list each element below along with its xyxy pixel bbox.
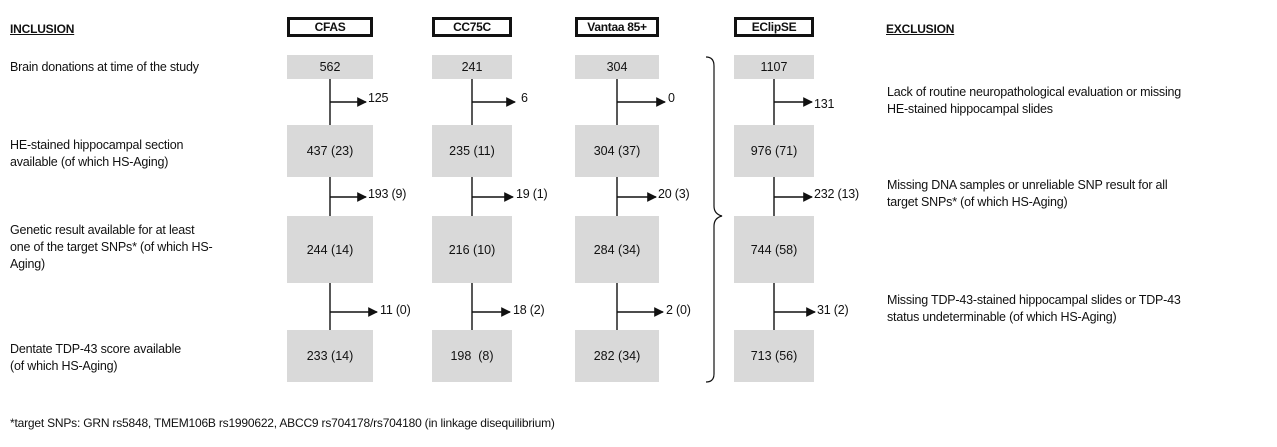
cohort-cfas-header: CFAS (287, 17, 373, 37)
exclusion-reason-tdp43: Missing TDP-43-stained hippocampal slide… (887, 293, 1181, 324)
vantaa-tdp43-box: 282 (34) (575, 330, 659, 382)
vantaa-excluded-3: 2 (0) (666, 303, 691, 317)
vantaa-he-box: 304 (37) (575, 125, 659, 177)
cc75c-excluded-1: 6 (521, 91, 528, 105)
eclipse-excluded-1: 131 (814, 97, 835, 111)
cc75c-excluded-2: 19 (1) (516, 187, 548, 201)
vantaa-excluded-1: 0 (668, 91, 675, 105)
cc75c-excluded-3: 18 (2) (513, 303, 545, 317)
inclusion-step-he-section: HE-stained hippocampal section available… (10, 138, 184, 169)
cc75c-donations-box: 241 (432, 55, 512, 79)
cc75c-tdp43-box: 198 (8) (432, 330, 512, 382)
cfas-excluded-3: 11 (0) (380, 303, 411, 317)
eclipse-he-box: 976 (71) (734, 125, 814, 177)
eclipse-excluded-3: 31 (2) (817, 303, 849, 317)
eclipse-donations-box: 1107 (734, 55, 814, 79)
eclipse-excluded-2: 232 (13) (814, 187, 859, 201)
exclusion-header: EXCLUSION (886, 22, 955, 36)
inclusion-header: INCLUSION (10, 22, 75, 36)
vantaa-excluded-2: 20 (3) (658, 187, 690, 201)
cfas-excluded-2: 193 (9) (368, 187, 407, 201)
inclusion-step-donations: Brain donations at time of the study (10, 60, 199, 74)
eclipse-genetic-box: 744 (58) (734, 216, 814, 283)
inclusion-step-tdp43: Dentate TDP-43 score available (of which… (10, 342, 181, 373)
cfas-tdp43-box: 233 (14) (287, 330, 373, 382)
cc75c-he-box: 235 (11) (432, 125, 512, 177)
cfas-genetic-box: 244 (14) (287, 216, 373, 283)
cohort-cc75c-header: CC75C (432, 17, 512, 37)
cfas-he-box: 437 (23) (287, 125, 373, 177)
grouping-bracket (705, 56, 723, 383)
cc75c-genetic-box: 216 (10) (432, 216, 512, 283)
exclusion-reason-dna: Missing DNA samples or unreliable SNP re… (887, 178, 1168, 209)
cohort-vantaa-header: Vantaa 85+ (575, 17, 659, 37)
vantaa-genetic-box: 284 (34) (575, 216, 659, 283)
cohort-eclipse-header: EClipSE (734, 17, 814, 37)
vantaa-donations-box: 304 (575, 55, 659, 79)
exclusion-reason-evaluation: Lack of routine neuropathological evalua… (887, 85, 1182, 116)
cfas-donations-box: 562 (287, 55, 373, 79)
inclusion-step-genetic: Genetic result available for at least on… (10, 223, 213, 271)
cfas-excluded-1: 125 (368, 91, 389, 105)
footnote: *target SNPs: GRN rs5848, TMEM106B rs199… (10, 416, 555, 430)
eclipse-tdp43-box: 713 (56) (734, 330, 814, 382)
